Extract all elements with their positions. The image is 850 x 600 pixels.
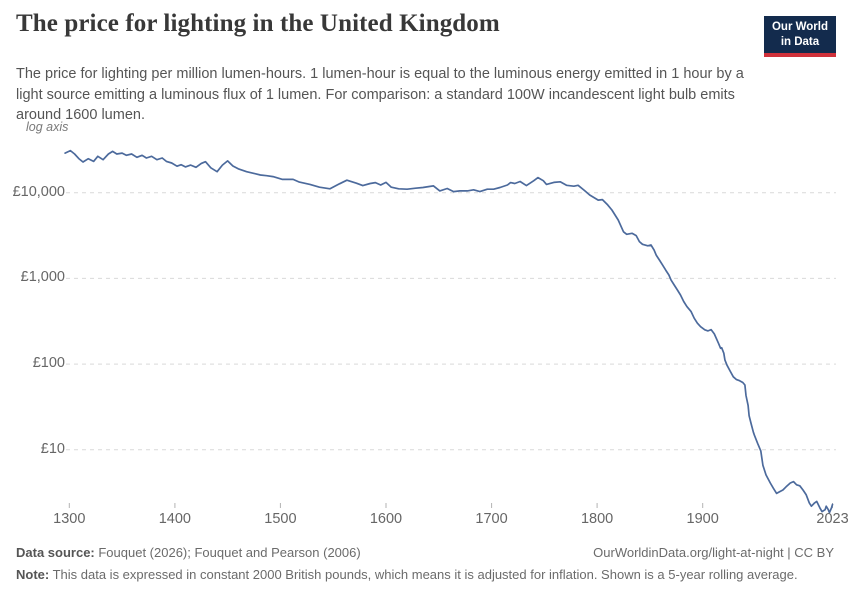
x-tick-label: 1700	[475, 511, 508, 527]
owid-logo: Our World in Data	[763, 16, 836, 57]
y-tick-label: £10,000	[12, 183, 65, 200]
note-label: Note:	[16, 567, 50, 582]
owid-logo-text-line1: Our World	[771, 21, 828, 33]
data-source-text: Fouquet (2026); Fouquet and Pearson (200…	[94, 545, 361, 560]
chart-footer: Data source: Fouquet (2026); Fouquet and…	[16, 545, 834, 582]
page-title: The price for lighting in the United Kin…	[16, 10, 500, 37]
y-gridlines	[66, 192, 836, 451]
y-tick-label: £100	[32, 355, 65, 372]
data-source-label: Data source:	[16, 545, 95, 560]
x-tick-label: 1800	[580, 511, 614, 527]
chart-subtitle: The price for lighting per million lumen…	[16, 66, 744, 124]
note-text: This data is expressed in constant 2000 …	[49, 567, 798, 582]
owid-credit-link: OurWorldinData.org/light-at-night | CC B…	[593, 545, 834, 560]
x-tick-label: 1500	[264, 511, 297, 527]
data-source-line: Data source: Fouquet (2026); Fouquet and…	[16, 545, 361, 560]
x-axis-tick-marks	[68, 503, 833, 508]
note-line: Note: This data is expressed in constant…	[16, 567, 834, 582]
x-tick-label: 1900	[686, 511, 719, 527]
log-axis-label: log axis	[26, 120, 69, 134]
uk-lighting-price-line	[64, 149, 834, 514]
owid-logo-text-line2: in Data	[780, 35, 820, 48]
y-tick-label: £1,000	[20, 269, 65, 286]
x-tick-label: 1400	[158, 511, 191, 527]
y-tick-label: £10	[40, 440, 65, 457]
x-tick-label: 2023	[816, 511, 849, 527]
x-tick-label: 1300	[53, 511, 86, 527]
x-tick-label: 1600	[369, 511, 403, 527]
